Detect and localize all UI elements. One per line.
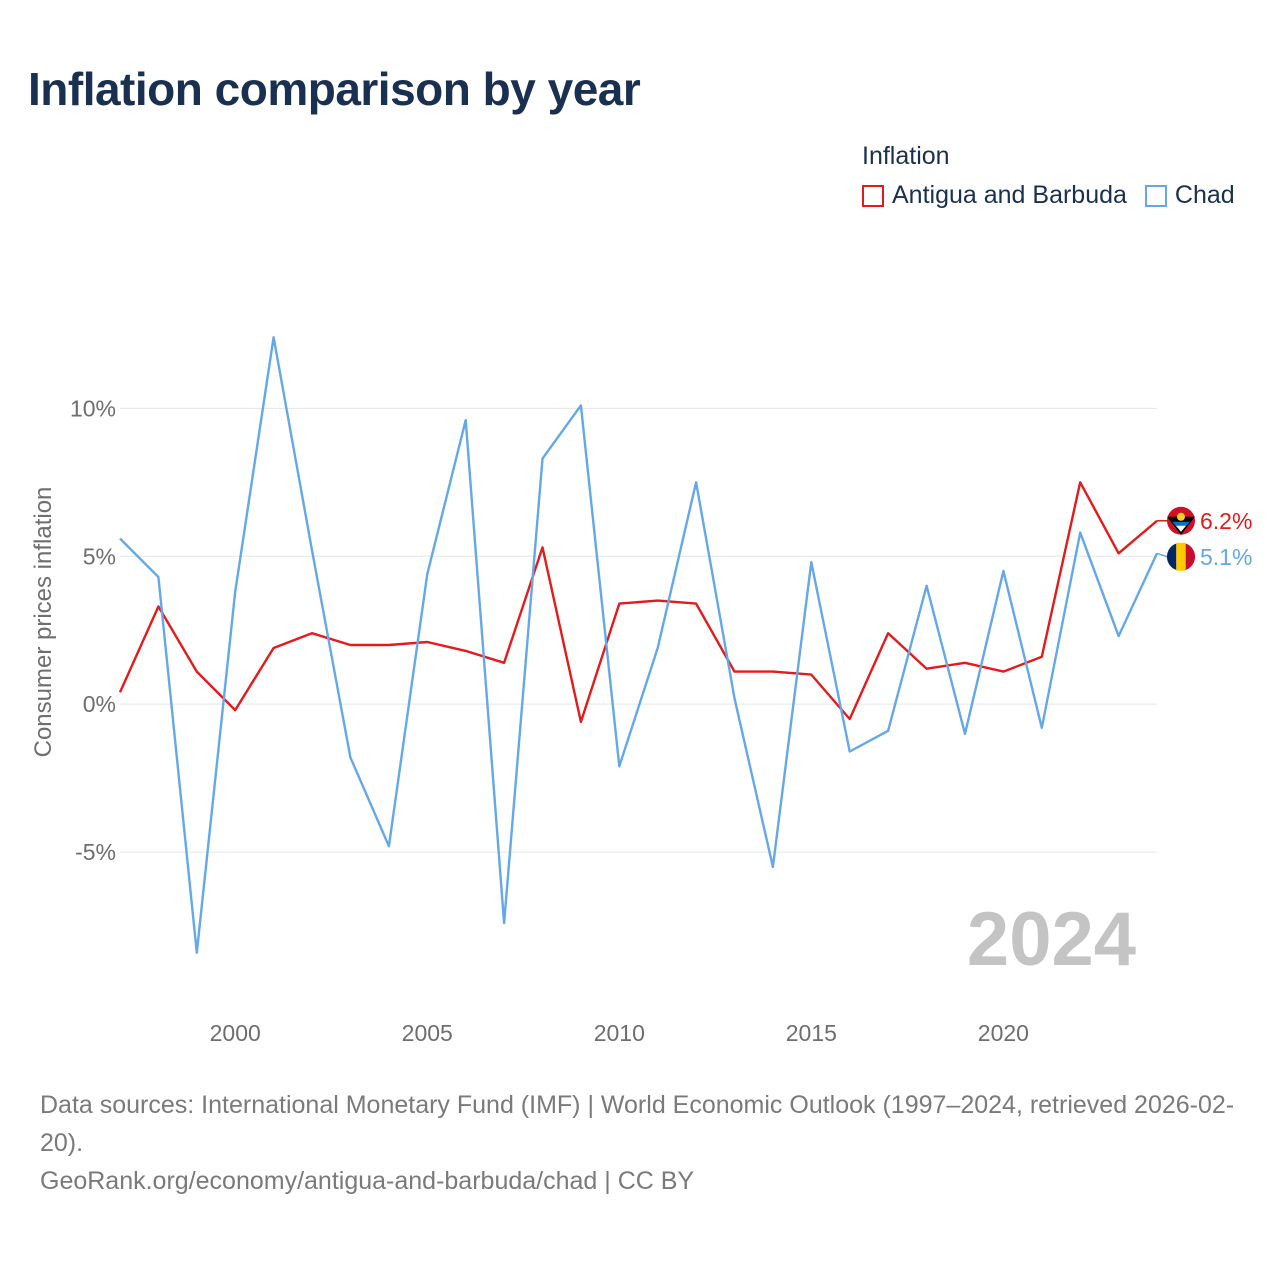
grid-lines	[120, 407, 1157, 853]
legend-title: Inflation	[862, 142, 950, 170]
x-tick-label: 2005	[402, 1020, 453, 1046]
legend: Inflation Antigua and Barbuda Chad	[862, 142, 1235, 210]
chart-title: Inflation comparison by year	[28, 63, 641, 115]
legend-item-antigua-and-barbuda[interactable]: Antigua and Barbuda	[862, 181, 1127, 210]
series-lines	[118, 336, 1159, 954]
x-tick-label: 2020	[978, 1020, 1029, 1046]
end-label-antigua-and-barbuda: 6.2%	[1200, 508, 1252, 534]
series-line-chad	[119, 336, 1159, 954]
x-tick-label: 2015	[786, 1020, 837, 1046]
x-tick-label: 2010	[594, 1020, 645, 1046]
end-connector-chad	[1156, 552, 1168, 558]
end-label-chad: 5.1%	[1200, 544, 1252, 570]
y-axis-label: Consumer prices inflation	[30, 487, 57, 758]
x-axis-ticks: 2000 2005 2010 2015 2020	[210, 1020, 1029, 1046]
x-tick-label: 2000	[210, 1020, 261, 1046]
y-tick-label: 0%	[83, 691, 116, 717]
chad-flag-icon	[1166, 542, 1196, 571]
y-axis-ticks: -5% 0% 5% 10%	[70, 395, 116, 865]
flag-red	[1185, 543, 1196, 570]
flag-blue	[1166, 543, 1177, 570]
data-sources: Data sources: International Monetary Fun…	[40, 1091, 1235, 1157]
legend-label-chad: Chad	[1174, 181, 1235, 209]
line-chart: 2024 Consumer prices inflation -5% 0% 5% 10…	[30, 336, 1252, 1046]
y-tick-label: 10%	[70, 395, 116, 421]
legend-item-chad[interactable]: Chad	[1144, 181, 1235, 210]
legend-label-antigua-and-barbuda: Antigua and Barbuda	[892, 181, 1127, 209]
source-credit[interactable]: GeoRank.org/economy/antigua-and-barbuda/…	[40, 1167, 695, 1195]
year-watermark: 2024	[967, 897, 1136, 982]
y-tick-label: 5%	[83, 543, 116, 569]
antigua-and-barbuda-flag-icon	[1167, 506, 1195, 535]
series-line-antigua-and-barbuda	[118, 481, 1158, 724]
flag-band-white	[1176, 525, 1186, 532]
flag-sun	[1177, 512, 1185, 521]
footer: Data sources: International Monetary Fun…	[40, 1086, 1250, 1200]
legend-swatch-chad	[1144, 184, 1167, 207]
end-labels: 6.2% 5.1%	[1156, 506, 1252, 571]
flag-yellow	[1176, 542, 1186, 571]
legend-swatch-antigua-and-barbuda	[862, 184, 884, 207]
y-tick-label: -5%	[75, 839, 116, 865]
